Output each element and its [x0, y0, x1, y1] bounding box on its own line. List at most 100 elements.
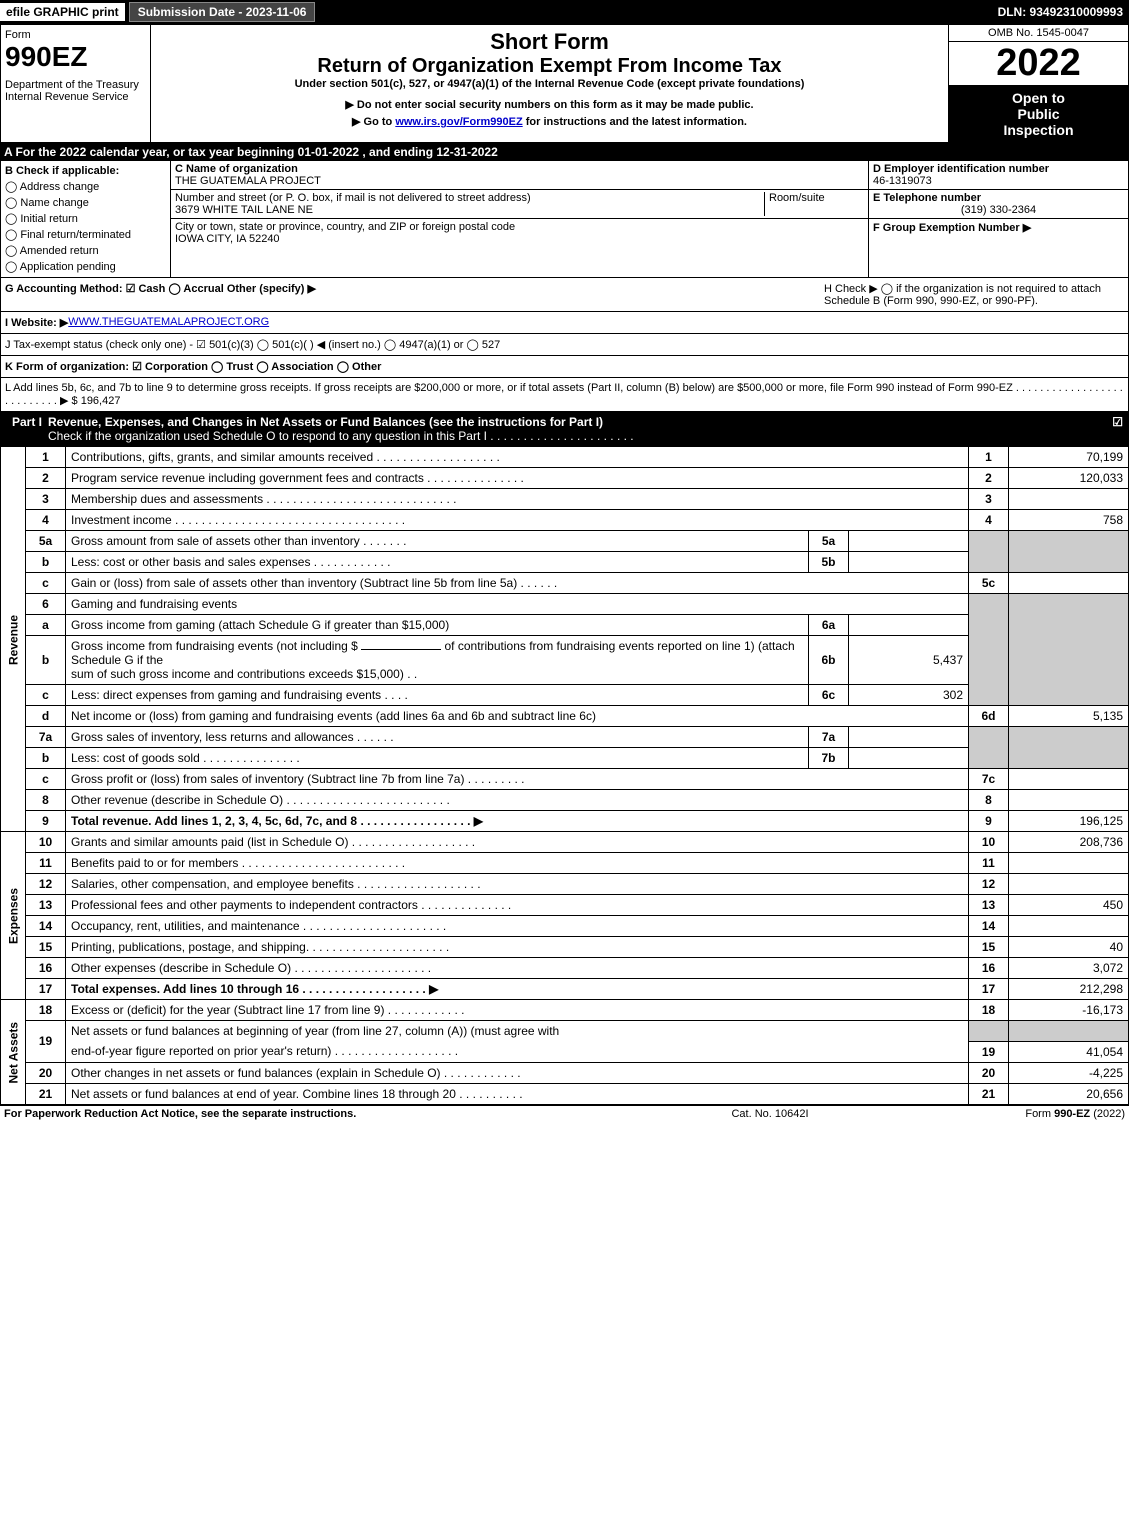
line-6a: a Gross income from gaming (attach Sched…: [1, 615, 1129, 636]
goto-link[interactable]: www.irs.gov/Form990EZ: [395, 116, 522, 128]
line-14: 14 Occupancy, rent, utilities, and maint…: [1, 916, 1129, 937]
footer-form: Form 990-EZ (2022): [1025, 1108, 1125, 1120]
org-city: IOWA CITY, IA 52240: [175, 233, 280, 245]
line-18: Net Assets 18 Excess or (deficit) for th…: [1, 1000, 1129, 1021]
line-10: Expenses 10 Grants and similar amounts p…: [1, 832, 1129, 853]
line-13: 13 Professional fees and other payments …: [1, 895, 1129, 916]
line-20: 20 Other changes in net assets or fund b…: [1, 1062, 1129, 1083]
line-5a: 5a Gross amount from sale of assets othe…: [1, 531, 1129, 552]
room-label: Room/suite: [769, 192, 825, 204]
e-tel-label: E Telephone number: [873, 192, 981, 204]
omb-number: OMB No. 1545-0047: [949, 25, 1128, 42]
line-21: 21 Net assets or fund balances at end of…: [1, 1083, 1129, 1104]
line-17: 17 Total expenses. Add lines 10 through …: [1, 979, 1129, 1000]
d-ein-label: D Employer identification number: [873, 163, 1049, 175]
line-9: 9 Total revenue. Add lines 1, 2, 3, 4, 5…: [1, 811, 1129, 832]
line-7a: 7a Gross sales of inventory, less return…: [1, 727, 1129, 748]
line-8: 8 Other revenue (describe in Schedule O)…: [1, 790, 1129, 811]
g-accounting: G Accounting Method: ☑ Cash ◯ Accrual Ot…: [5, 282, 824, 307]
form-title-block: Short Form Return of Organization Exempt…: [151, 25, 948, 142]
line-6b: b Gross income from fundraising events (…: [1, 636, 1129, 685]
line-2: 2 Program service revenue including gove…: [1, 468, 1129, 489]
open-to-public: Open to Public Inspection: [949, 86, 1128, 142]
form-label: Form: [5, 29, 146, 41]
form-id-block: Form 990EZ Department of the Treasury In…: [1, 25, 151, 142]
department: Department of the Treasury Internal Reve…: [5, 79, 146, 103]
revenue-label: Revenue: [1, 447, 26, 832]
check-final-return[interactable]: ◯ Final return/terminated: [5, 228, 166, 241]
check-initial-return[interactable]: ◯ Initial return: [5, 212, 166, 225]
dln: DLN: 93492310009993: [998, 5, 1129, 19]
line-6c: c Less: direct expenses from gaming and …: [1, 685, 1129, 706]
part-1-label: Part I: [6, 415, 48, 443]
line-19a: 19 Net assets or fund balances at beginn…: [1, 1021, 1129, 1042]
section-j: J Tax-exempt status (check only one) - ☑…: [0, 334, 1129, 356]
line-1: Revenue 1 Contributions, gifts, grants, …: [1, 447, 1129, 468]
line-6d: d Net income or (loss) from gaming and f…: [1, 706, 1129, 727]
line-7c: c Gross profit or (loss) from sales of i…: [1, 769, 1129, 790]
h-schedule-b: H Check ▶ ◯ if the organization is not r…: [824, 282, 1124, 307]
lines-table: Revenue 1 Contributions, gifts, grants, …: [0, 446, 1129, 1105]
line-11: 11 Benefits paid to or for members . . .…: [1, 853, 1129, 874]
i-label: I Website: ▶: [5, 316, 68, 329]
line-5b: b Less: cost or other basis and sales ex…: [1, 552, 1129, 573]
k-form-org: K Form of organization: ☑ Corporation ◯ …: [5, 360, 381, 373]
goto-suffix: for instructions and the latest informat…: [523, 116, 747, 128]
under-section: Under section 501(c), 527, or 4947(a)(1)…: [155, 78, 944, 90]
submission-date: Submission Date - 2023-11-06: [129, 2, 316, 22]
do-not-enter: ▶ Do not enter social security numbers o…: [155, 98, 944, 111]
open-line3: Inspection: [953, 122, 1124, 138]
goto-instructions: ▶ Go to www.irs.gov/Form990EZ for instru…: [155, 115, 944, 128]
line-16: 16 Other expenses (describe in Schedule …: [1, 958, 1129, 979]
c-city-label: City or town, state or province, country…: [175, 221, 515, 233]
c-name-label: C Name of organization: [175, 163, 298, 175]
line-7b: b Less: cost of goods sold . . . . . . .…: [1, 748, 1129, 769]
b-label: B Check if applicable:: [5, 165, 166, 177]
part-1-header: Part I Revenue, Expenses, and Changes in…: [0, 412, 1129, 446]
expenses-label: Expenses: [1, 832, 26, 1000]
c-addr-label: Number and street (or P. O. box, if mail…: [175, 192, 531, 204]
line-4: 4 Investment income . . . . . . . . . . …: [1, 510, 1129, 531]
line-19b: end-of-year figure reported on prior yea…: [1, 1041, 1129, 1062]
netassets-label: Net Assets: [1, 1000, 26, 1105]
line-3: 3 Membership dues and assessments . . . …: [1, 489, 1129, 510]
header-bar: efile GRAPHIC print Submission Date - 20…: [0, 0, 1129, 24]
check-address-change[interactable]: ◯ Address change: [5, 180, 166, 193]
open-line1: Open to: [953, 90, 1124, 106]
section-k: K Form of organization: ☑ Corporation ◯ …: [0, 356, 1129, 378]
part-1-title: Revenue, Expenses, and Changes in Net As…: [48, 415, 1103, 443]
website-link[interactable]: WWW.THEGUATEMALAPROJECT.ORG: [68, 316, 269, 329]
form-meta-block: OMB No. 1545-0047 2022 Open to Public In…: [948, 25, 1128, 142]
part-1-check: ☑: [1103, 415, 1123, 443]
check-application-pending[interactable]: ◯ Application pending: [5, 260, 166, 273]
line-5c: c Gain or (loss) from sale of assets oth…: [1, 573, 1129, 594]
open-line2: Public: [953, 106, 1124, 122]
check-name-change[interactable]: ◯ Name change: [5, 196, 166, 209]
section-c: C Name of organization THE GUATEMALA PRO…: [171, 161, 868, 277]
org-address: 3679 WHITE TAIL LANE NE: [175, 204, 313, 216]
short-form-title: Short Form: [155, 29, 944, 55]
line-6: 6 Gaming and fundraising events: [1, 594, 1129, 615]
line-12: 12 Salaries, other compensation, and emp…: [1, 874, 1129, 895]
section-i: I Website: ▶ WWW.THEGUATEMALAPROJECT.ORG: [0, 312, 1129, 334]
section-de: D Employer identification number 46-1319…: [868, 161, 1128, 277]
org-name: THE GUATEMALA PROJECT: [175, 175, 321, 187]
form-number: 990EZ: [5, 41, 146, 73]
check-amended-return[interactable]: ◯ Amended return: [5, 244, 166, 257]
section-b: B Check if applicable: ◯ Address change …: [1, 161, 171, 277]
tax-year: 2022: [949, 42, 1128, 86]
return-title: Return of Organization Exempt From Incom…: [155, 55, 944, 78]
section-a: A For the 2022 calendar year, or tax yea…: [0, 143, 1129, 161]
footer-cat: Cat. No. 10642I: [515, 1108, 1026, 1120]
section-g-h: G Accounting Method: ☑ Cash ◯ Accrual Ot…: [0, 278, 1129, 312]
form-header: Form 990EZ Department of the Treasury In…: [0, 24, 1129, 143]
org-telephone: (319) 330-2364: [873, 204, 1124, 216]
org-ein: 46-1319073: [873, 175, 932, 187]
line-15: 15 Printing, publications, postage, and …: [1, 937, 1129, 958]
page-footer: For Paperwork Reduction Act Notice, see …: [0, 1105, 1129, 1122]
f-group-label: F Group Exemption Number ▶: [873, 222, 1031, 234]
j-tax-exempt: J Tax-exempt status (check only one) - ☑…: [5, 338, 500, 351]
info-grid: B Check if applicable: ◯ Address change …: [0, 161, 1129, 278]
section-l: L Add lines 5b, 6c, and 7b to line 9 to …: [0, 378, 1129, 412]
l-gross-receipts: L Add lines 5b, 6c, and 7b to line 9 to …: [5, 382, 1124, 407]
